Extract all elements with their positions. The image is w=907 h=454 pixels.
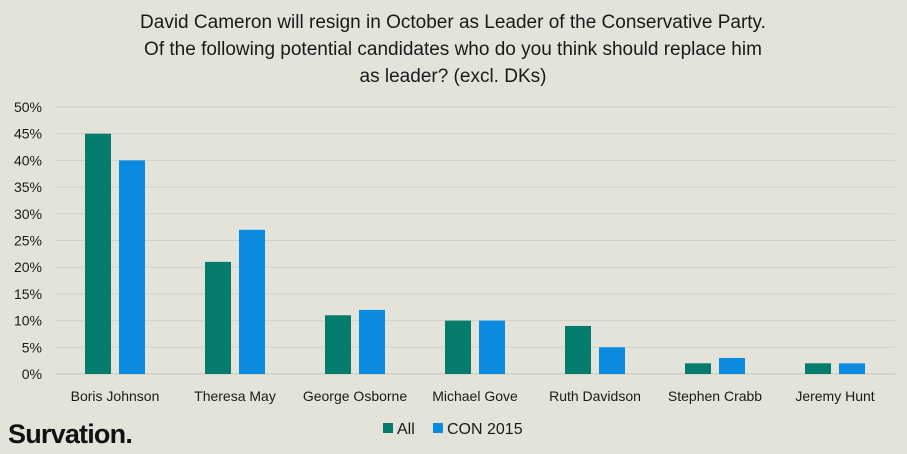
x-tick-label: Boris Johnson: [71, 388, 160, 404]
chart-title-line: as leader? (excl. DKs): [360, 66, 547, 87]
x-tick-label: George Osborne: [303, 388, 407, 404]
x-tick-label: Ruth Davidson: [549, 388, 641, 404]
y-tick-label: 45%: [14, 126, 42, 142]
legend: All CON 2015: [383, 421, 523, 438]
y-tick-label: 5%: [22, 339, 42, 355]
legend-swatch: [383, 423, 393, 433]
chart-title-line: David Cameron will resign in October as …: [140, 12, 766, 33]
bar: [85, 133, 111, 374]
survation-logo: Survation.: [8, 419, 133, 449]
y-tick-label: 25%: [14, 233, 42, 249]
bar: [205, 261, 231, 374]
y-tick-label: 10%: [14, 313, 42, 329]
bars: [85, 133, 865, 374]
bar: [599, 347, 625, 374]
bar: [719, 357, 745, 374]
gridlines: [55, 106, 895, 375]
bar: [239, 229, 265, 374]
bar: [685, 363, 711, 374]
y-tick-label: 50%: [14, 99, 42, 115]
chart-title-line: Of the following potential candidates wh…: [144, 39, 762, 60]
bar: [445, 320, 471, 374]
chart-title: David Cameron will resign in October as …: [140, 12, 766, 87]
x-tick-label: Theresa May: [194, 388, 276, 404]
x-tick-label: Jeremy Hunt: [795, 388, 874, 404]
x-tick-label: Stephen Crabb: [668, 388, 762, 404]
y-tick-label: 35%: [14, 179, 42, 195]
y-tick-label: 30%: [14, 206, 42, 222]
y-tick-label: 40%: [14, 152, 42, 168]
bar: [119, 160, 145, 374]
y-tick-label: 15%: [14, 286, 42, 302]
bar: [805, 363, 831, 374]
bar: [479, 320, 505, 374]
legend-label: CON 2015: [447, 421, 523, 438]
bar: [325, 315, 351, 374]
y-tick-label: 20%: [14, 259, 42, 275]
bar: [565, 325, 591, 374]
legend-swatch: [433, 423, 443, 433]
legend-label: All: [397, 421, 415, 438]
x-axis-ticks: Boris Johnson Theresa May George Osborne Mi…: [71, 388, 875, 404]
y-axis-ticks: 0% 5% 10% 15% 20% 25% 30% 35% 40% 45% 50%: [14, 99, 42, 382]
x-tick-label: Michael Gove: [432, 388, 518, 404]
bar: [359, 309, 385, 374]
y-tick-label: 0%: [22, 366, 42, 382]
bar: [839, 363, 865, 374]
